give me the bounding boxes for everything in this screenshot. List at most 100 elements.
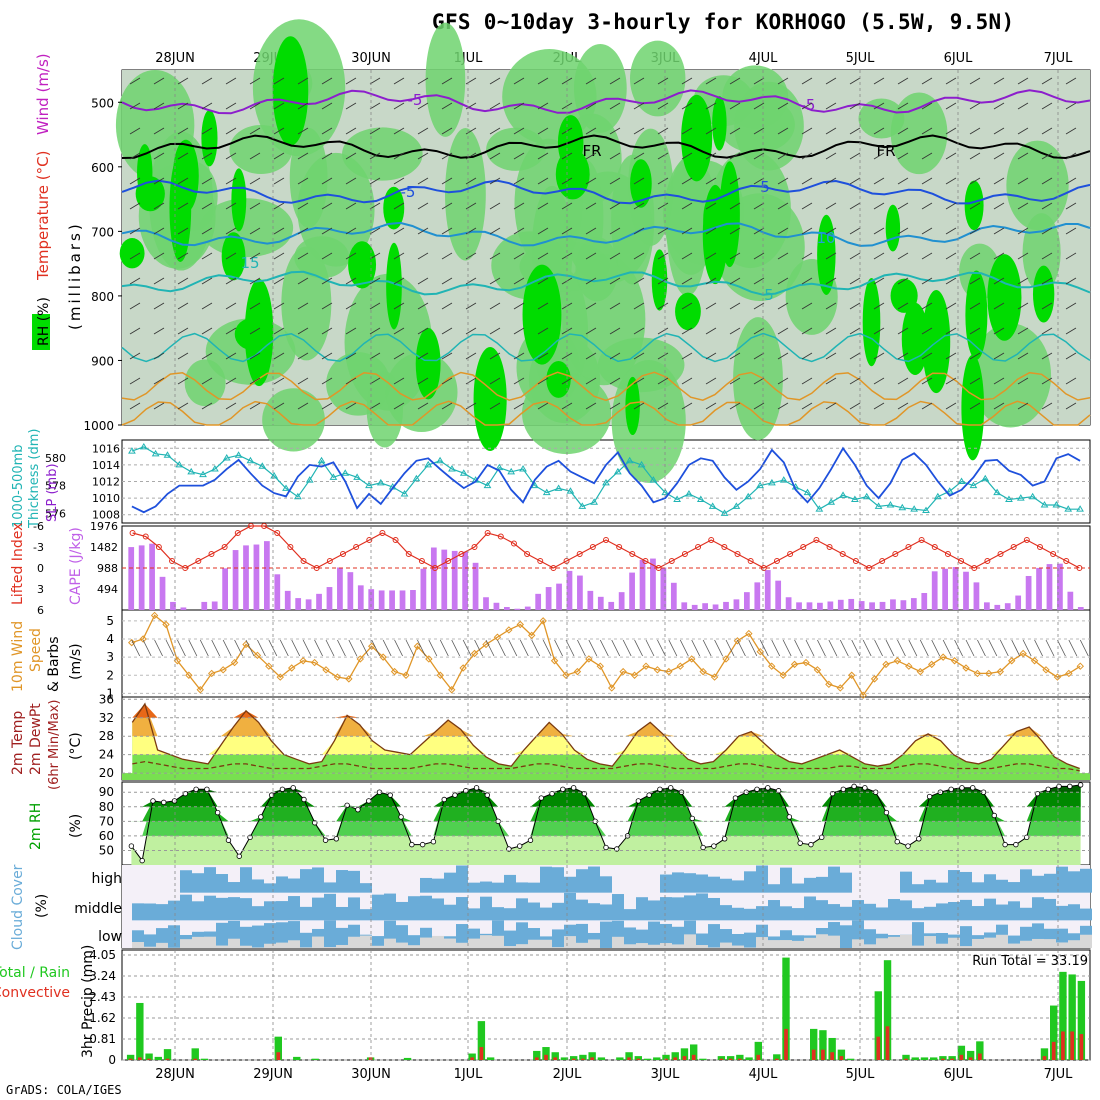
cloud-cover-cell	[756, 906, 768, 921]
cape-bar	[1057, 563, 1063, 610]
wind-barb	[441, 252, 453, 260]
wind-barb	[801, 302, 813, 310]
wind-speed-point	[710, 673, 719, 681]
wind-barb	[225, 127, 237, 135]
rh-point	[214, 809, 221, 816]
wind-barb-10m	[428, 639, 438, 657]
wind-barb-10m	[885, 639, 895, 657]
wind-barb	[225, 77, 237, 85]
lifted-index-point	[931, 544, 938, 550]
wind-speed-point	[665, 667, 673, 676]
wind-barb	[705, 177, 717, 185]
cloud-cover-cell	[264, 901, 276, 921]
rh-saturated-patch	[231, 168, 247, 232]
chart-title: GFS 0~10day 3-hourly for KORHOGO (5.5W, …	[432, 10, 1015, 34]
cape-bar	[243, 545, 249, 610]
wind-barb	[393, 177, 405, 185]
wind-barb	[249, 302, 261, 310]
wind-barb-10m	[1057, 639, 1066, 657]
wind-barb	[921, 277, 933, 285]
cloud-low-grey	[972, 938, 984, 948]
wind-barb	[969, 302, 981, 310]
wind-barb	[513, 327, 525, 335]
wind-speed-point	[802, 658, 810, 667]
cloud-cover-cell	[660, 874, 672, 893]
wind-barb	[777, 352, 789, 360]
temp-band	[132, 703, 1080, 737]
cape-bar	[441, 549, 448, 610]
wind-barb	[417, 327, 429, 335]
wind-barb	[1065, 327, 1077, 335]
wind-barb	[417, 352, 429, 360]
cloud-low-grey	[672, 944, 684, 948]
thickness-point	[376, 478, 385, 486]
cape-bar	[451, 550, 458, 610]
cloud-low-grey	[468, 938, 480, 948]
wind-barb	[561, 77, 573, 85]
wind-barb	[945, 302, 957, 310]
wind-barb	[1017, 202, 1029, 210]
cape-bar	[337, 567, 343, 610]
thickness-point	[1016, 494, 1025, 501]
rh-point	[646, 792, 652, 798]
cloud-cover-cell	[924, 879, 936, 893]
cloud-low-grey	[228, 938, 240, 948]
cloud-cover-cell	[516, 882, 528, 893]
lifted-index-point	[287, 544, 294, 550]
wind-barb	[537, 302, 549, 310]
wind-barb	[849, 177, 861, 185]
precip-convective-bar	[830, 1052, 834, 1060]
isotherm-line	[121, 221, 1091, 247]
cloud-cover-cell	[240, 867, 252, 893]
precip-convective-bar	[738, 1058, 742, 1060]
cloud-cover-cell	[696, 874, 708, 893]
thickness-point	[151, 449, 160, 457]
wind-barb	[537, 77, 549, 85]
wind-barb	[297, 327, 309, 335]
cloud-cover-cell	[864, 929, 876, 948]
wind-barb	[249, 227, 261, 235]
cape-axis-label: CAPE (J/kg)	[68, 527, 84, 605]
lifted-index-point	[155, 544, 162, 550]
cloud-cover-cell	[1044, 898, 1056, 921]
wind-speed-point	[779, 671, 787, 679]
cloud-cover-cell	[516, 922, 528, 948]
wind-barb-10m	[234, 639, 243, 657]
wind-barb	[897, 277, 909, 285]
wind-tick-label: 4	[106, 632, 114, 646]
cloud-cover-cell	[564, 892, 576, 921]
wind-barb	[1017, 277, 1029, 285]
wind-barb	[633, 202, 645, 210]
lifted-index-point	[432, 565, 439, 571]
wind-barb	[201, 202, 213, 210]
wind-barb	[369, 377, 381, 385]
precip-total-bar	[930, 1057, 938, 1060]
contour-label: 5	[760, 178, 770, 196]
wind-barb	[897, 377, 909, 385]
rh-point	[538, 795, 544, 801]
wind-barb	[777, 377, 789, 385]
rh-legend-label: RH (%)	[36, 297, 52, 346]
cape-bar	[1046, 564, 1053, 610]
wind-barb	[273, 252, 285, 260]
wind-barb	[657, 277, 669, 285]
cloud-low-grey	[960, 946, 972, 948]
cape-bar	[326, 587, 333, 610]
cape-bar	[973, 582, 980, 610]
rh-point	[765, 785, 771, 791]
wind-barb	[729, 402, 741, 410]
wind-barb	[993, 302, 1005, 310]
thickness-point	[969, 481, 978, 489]
wind-barb	[681, 252, 693, 260]
precip-total-bar	[726, 1056, 735, 1060]
cloud-cover-cell	[984, 874, 996, 893]
wind-barb	[177, 152, 189, 160]
cloud-cover-cell	[252, 906, 264, 921]
cloud-cover-cell	[324, 882, 336, 893]
wind-barb-10m	[611, 639, 621, 657]
precip-total-bar	[145, 1053, 153, 1060]
thickness-point	[293, 492, 302, 500]
wind-barb	[705, 352, 717, 360]
rh-point	[916, 836, 922, 842]
cloud-cover-cell	[876, 907, 888, 921]
